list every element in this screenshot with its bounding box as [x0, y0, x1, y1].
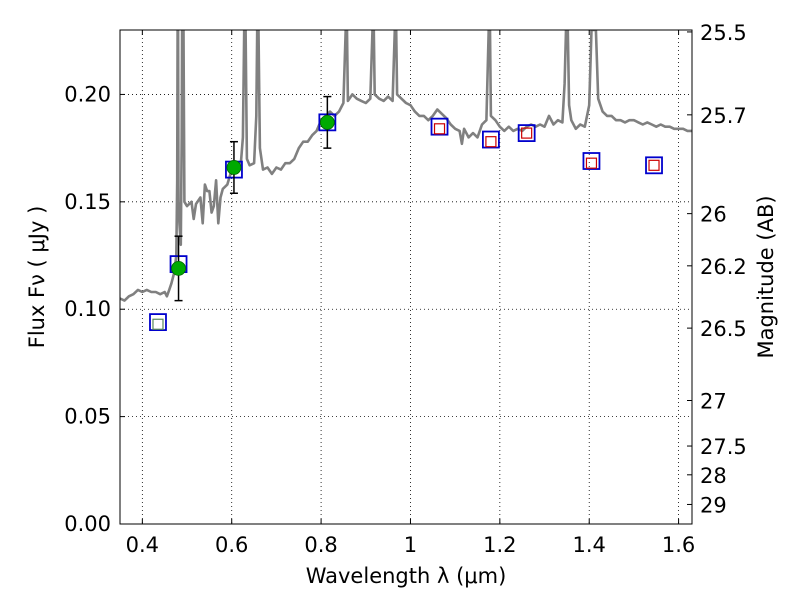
y-tick-label: 0.00 — [64, 512, 111, 536]
y2-tick-label: 26.5 — [700, 317, 747, 341]
model-square-marker — [482, 130, 500, 149]
y-axis-label: Flux Fν ( μJy ) — [25, 206, 49, 349]
y2-tick-label: 25.7 — [700, 104, 747, 128]
upper-limit-marker — [585, 157, 598, 169]
observed-point-marker — [226, 160, 242, 175]
plot-frame — [119, 29, 693, 525]
model-square-marker — [430, 117, 449, 136]
model-square-marker — [149, 313, 167, 332]
x-tick-label: 1.2 — [483, 533, 516, 557]
markers-layer — [149, 95, 663, 332]
model-square-marker — [517, 124, 536, 142]
y2-tick-label: 27.5 — [700, 435, 747, 459]
y2-tick-label: 29 — [700, 493, 727, 517]
y2-tick-label: 26 — [700, 203, 727, 227]
plot-background — [120, 30, 692, 524]
observed-point-marker — [171, 261, 186, 276]
upper-limit-marker — [648, 159, 660, 171]
upper-limit-marker — [485, 136, 497, 148]
y2-tick-label: 28 — [700, 464, 727, 488]
y-tick-label: 0.20 — [64, 82, 111, 106]
tick-labels: 0.4 0.6 0.8 1 1.2 1.4 1.6 0.00 0.05 0.10 0.15 0.20 2… — [64, 21, 747, 557]
x-tick-label: 1.4 — [573, 533, 606, 557]
x-tick-label: 1.6 — [662, 533, 695, 557]
x-tick-label: 0.6 — [215, 533, 248, 557]
x-tick-label: 0.4 — [126, 533, 159, 557]
x-axis-label: Wavelength λ (μm) — [306, 564, 507, 588]
upper-limit-marker — [521, 127, 533, 139]
y-tick-label: 0.10 — [64, 297, 111, 321]
x-tick-label: 1 — [404, 533, 417, 557]
y2-axis-label: Magnitude (AB) — [754, 195, 778, 358]
ticks — [120, 30, 692, 525]
y2-tick-label: 25.5 — [700, 21, 747, 45]
y-tick-label: 0.15 — [64, 190, 111, 214]
y2-tick-label: 26.2 — [700, 255, 747, 279]
spectrum-line — [120, 30, 692, 302]
observed-point-marker — [319, 114, 335, 130]
y-tick-label: 0.05 — [64, 405, 111, 429]
model-square-marker — [582, 152, 601, 170]
upper-limit-marker — [433, 123, 446, 135]
y2-tick-label: 27 — [700, 390, 727, 414]
x-tick-label: 0.8 — [304, 533, 337, 557]
upper-limit-marker — [152, 318, 164, 330]
model-square-marker — [645, 156, 663, 175]
series-layer — [120, 30, 692, 302]
